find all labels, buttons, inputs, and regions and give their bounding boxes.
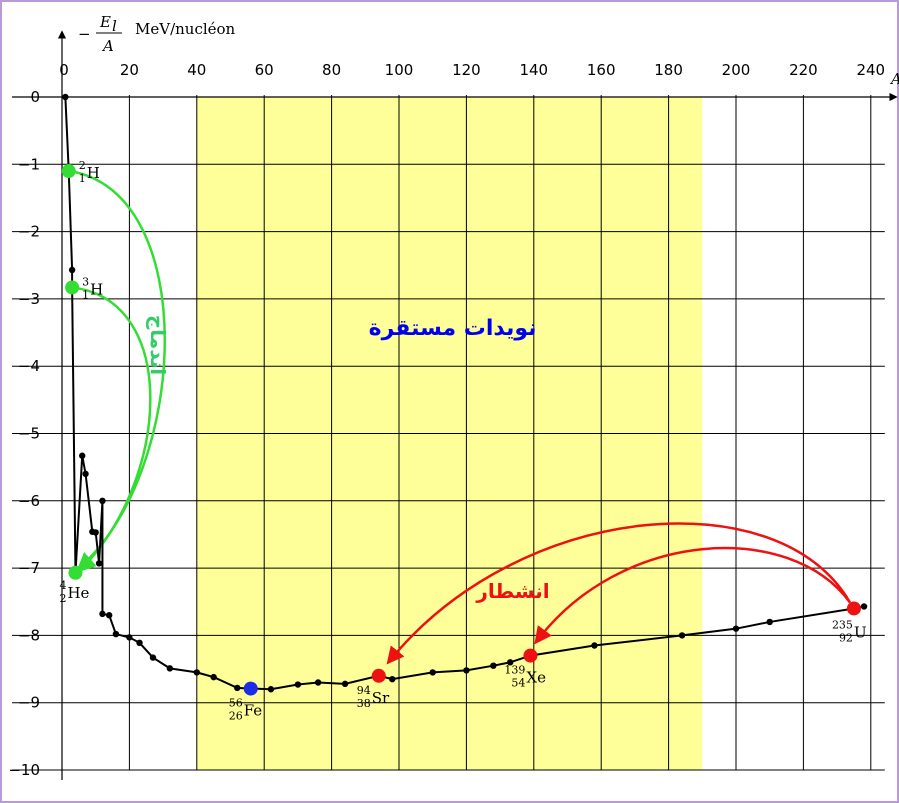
data-point [92, 529, 99, 536]
data-point [507, 659, 514, 666]
data-point [234, 684, 241, 692]
nuclide-atomic-number: 38 [357, 697, 371, 710]
data-point [678, 632, 686, 639]
data-point [136, 639, 143, 647]
data-point [389, 675, 396, 683]
y-tick-label: −3 [18, 290, 40, 308]
y-axis-label-subscript: l [112, 17, 117, 35]
nuclide-mass-number: 94 [357, 684, 371, 697]
nuclide-atomic-number: 2 [59, 592, 66, 605]
nuclide-marker-h [65, 280, 80, 295]
data-point [99, 610, 106, 618]
x-tick-label: 80 [322, 61, 341, 79]
nuclide-mass-number: 56 [229, 697, 243, 710]
y-tick-label: 0 [30, 88, 40, 106]
nuclide-marker-he [68, 565, 83, 580]
y-axis-label-numerator: E [99, 13, 111, 31]
y-axis-units: MeV/nucléon [135, 20, 236, 38]
data-point [149, 654, 157, 661]
data-point [314, 679, 322, 686]
x-tick-label: 160 [587, 61, 616, 79]
x-axis-label: A [889, 70, 899, 88]
fission-arrow [386, 522, 852, 665]
data-point [105, 612, 113, 619]
data-point [429, 669, 436, 676]
x-tick-label: 40 [187, 61, 206, 79]
y-tick-label: −4 [18, 357, 40, 375]
data-point [95, 560, 103, 567]
y-tick-label: −8 [18, 626, 40, 644]
x-tick-label: 200 [722, 61, 751, 79]
nuclide-marker-u [846, 601, 861, 616]
nuclide-marker-h [61, 164, 76, 179]
nuclide-atomic-number: 92 [839, 631, 853, 644]
nuclide-marker-fe [243, 681, 258, 696]
nuclide-atomic-number: 1 [82, 288, 89, 301]
y-tick-label: −6 [18, 492, 40, 510]
data-point [766, 618, 773, 626]
y-tick-label: −2 [18, 223, 40, 241]
data-point [68, 266, 76, 274]
data-point [294, 681, 302, 688]
x-tick-label: 120 [452, 61, 481, 79]
data-point [210, 673, 217, 681]
grid [12, 95, 885, 771]
x-tick-label: 180 [654, 61, 683, 79]
nuclide-symbol: H [90, 280, 103, 298]
x-tick-label: 240 [856, 61, 885, 79]
data-point [591, 642, 598, 649]
data-point [62, 93, 69, 101]
nuclide-mass-number: 4 [59, 579, 66, 592]
data-point [166, 665, 174, 672]
y-tick-label: −1 [18, 155, 40, 173]
nuclide-symbol: Xe [526, 669, 546, 687]
y-tick-label: −9 [18, 694, 40, 712]
nuclide-atomic-number: 26 [229, 710, 243, 723]
nuclide-symbol: H [87, 164, 100, 182]
y-tick-label: −10 [8, 761, 40, 779]
nuclide-mass-number: 3 [82, 275, 89, 288]
x-tick-label: 0 [59, 61, 69, 79]
data-point [79, 452, 86, 459]
data-point [82, 470, 89, 478]
data-point [126, 634, 133, 641]
nuclide-symbol: He [67, 584, 89, 602]
nuclide-marker-sr [371, 668, 386, 683]
fusion-arrow [71, 286, 152, 573]
x-tick-label: 100 [385, 61, 414, 79]
stable-region-label: نويدات مستقرة [369, 316, 537, 341]
nuclide-symbol: U [854, 623, 867, 641]
nuclide-atomic-number: 54 [511, 677, 525, 690]
y-tick-label: −7 [18, 559, 40, 577]
data-point [267, 686, 275, 693]
y-axis-label-minus: − [78, 25, 91, 43]
data-point [112, 630, 120, 638]
data-point [99, 497, 106, 504]
y-tick-label: −5 [18, 425, 40, 443]
data-point [463, 667, 470, 674]
nuclide-symbol: Fe [244, 702, 263, 720]
data-point [193, 669, 200, 676]
nuclide-atomic-number: 1 [79, 172, 86, 185]
data-point [490, 662, 497, 669]
nuclide-marker-xe [523, 648, 538, 663]
data-point [341, 680, 349, 688]
x-tick-label: 60 [255, 61, 274, 79]
nuclide-mass-number: 2 [79, 159, 86, 172]
nuclide-symbol: Sr [372, 689, 390, 707]
nuclide-mass-number: 235 [832, 618, 853, 631]
fission-label: انشطار [475, 579, 549, 603]
x-tick-label: 220 [789, 61, 818, 79]
fission-arrow [534, 546, 851, 645]
data-point [860, 603, 868, 610]
fusion-label: اندماج [146, 315, 170, 375]
nuclide-mass-number: 139 [504, 664, 525, 677]
x-tick-label: 20 [120, 61, 139, 79]
x-tick-label: 140 [519, 61, 548, 79]
data-point [732, 625, 740, 632]
y-axis-label-denominator: A [101, 37, 114, 55]
